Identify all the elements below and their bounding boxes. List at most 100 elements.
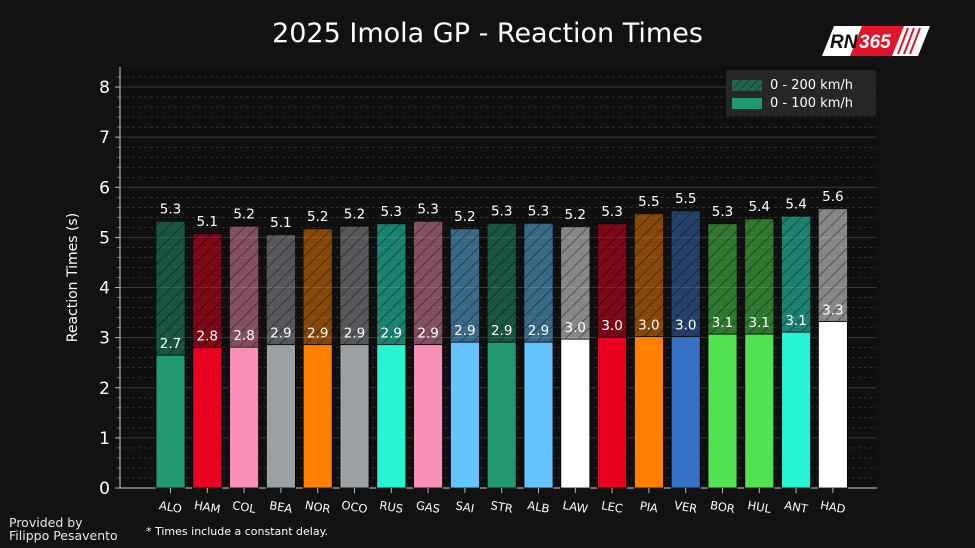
bar-100 bbox=[744, 333, 775, 489]
value-label-100: 3.0 bbox=[601, 318, 622, 334]
legend-item-200: 0 - 200 km/h bbox=[732, 77, 853, 93]
bar-100 bbox=[597, 336, 627, 489]
bar-100 bbox=[155, 354, 186, 489]
legend-item-100: 0 - 100 km/h bbox=[732, 95, 853, 111]
x-tick-label: ALO bbox=[158, 498, 183, 516]
value-label-100: 2.9 bbox=[270, 326, 291, 342]
legend: 0 - 200 km/h 0 - 100 km/h bbox=[726, 70, 876, 116]
value-label-100: 3.3 bbox=[822, 303, 843, 319]
legend-label-100: 0 - 100 km/h bbox=[770, 95, 853, 111]
x-tick-label: HUL bbox=[747, 498, 773, 516]
y-tick-label: 8 bbox=[99, 78, 110, 98]
bar-100 bbox=[560, 338, 591, 489]
footnote: * Times include a constant delay. bbox=[146, 525, 329, 538]
value-label-200: 5.3 bbox=[712, 204, 733, 220]
bar-100 bbox=[781, 331, 811, 489]
x-tick-label: BOR bbox=[709, 498, 736, 516]
bar-100 bbox=[413, 344, 444, 489]
value-label-100: 2.9 bbox=[344, 326, 365, 342]
x-tick-label: SAI bbox=[454, 498, 475, 515]
value-label-200: 5.2 bbox=[565, 207, 586, 223]
value-label-200: 5.4 bbox=[785, 196, 806, 212]
value-label-100: 3.0 bbox=[638, 318, 659, 334]
value-label-200: 5.2 bbox=[454, 209, 475, 225]
x-tick-label: OCO bbox=[340, 498, 368, 516]
bar-100 bbox=[376, 344, 407, 489]
value-label-100: 2.9 bbox=[417, 326, 438, 342]
value-label-200: 5.3 bbox=[381, 204, 402, 220]
value-label-200: 5.4 bbox=[749, 199, 770, 215]
x-tick-label: PIA bbox=[639, 499, 659, 516]
y-tick-label: 3 bbox=[99, 329, 110, 349]
bar-100 bbox=[229, 346, 260, 489]
value-label-200: 5.1 bbox=[197, 214, 218, 230]
value-label-200: 5.2 bbox=[307, 209, 328, 225]
bar-100 bbox=[449, 341, 480, 489]
logo-left-text: RN bbox=[830, 32, 859, 53]
x-tick-label: VER bbox=[673, 498, 698, 516]
value-label-200: 5.6 bbox=[822, 189, 843, 205]
value-label-100: 2.9 bbox=[381, 326, 402, 342]
y-tick-label: 0 bbox=[99, 479, 110, 499]
chart-title: 2025 Imola GP - Reaction Times bbox=[272, 18, 703, 49]
value-label-100: 2.8 bbox=[233, 328, 254, 344]
x-tick-label: NOR bbox=[304, 498, 332, 516]
value-label-200: 5.3 bbox=[528, 203, 549, 219]
value-label-100: 3.0 bbox=[675, 318, 696, 334]
value-label-200: 5.2 bbox=[233, 206, 254, 222]
bar-100 bbox=[707, 333, 738, 489]
value-label-200: 5.3 bbox=[491, 203, 512, 219]
value-label-200: 5.1 bbox=[270, 215, 291, 231]
x-tick-label: LAW bbox=[562, 498, 589, 516]
value-label-200: 5.5 bbox=[675, 191, 696, 207]
x-tick-label: HAD bbox=[819, 498, 847, 516]
credit-line2: Filippo Pesavento bbox=[9, 528, 118, 543]
y-tick-label: 4 bbox=[99, 279, 110, 299]
value-label-200: 5.2 bbox=[344, 206, 365, 222]
legend-label-200: 0 - 200 km/h bbox=[770, 77, 853, 93]
y-tick-label: 2 bbox=[99, 379, 110, 399]
bar-100 bbox=[486, 341, 517, 489]
value-label-100: 2.9 bbox=[491, 323, 512, 339]
value-label-100: 2.9 bbox=[454, 323, 475, 339]
x-tick-label: STR bbox=[489, 498, 513, 516]
value-label-100: 2.9 bbox=[307, 326, 328, 342]
logo-right-text: 365 bbox=[859, 32, 891, 53]
x-tick-label: RUS bbox=[378, 498, 404, 516]
value-label-100: 2.7 bbox=[160, 336, 181, 352]
rn365-logo: RN 365 bbox=[822, 26, 930, 56]
x-tick-label: GAS bbox=[415, 498, 441, 516]
value-label-100: 2.8 bbox=[197, 329, 218, 345]
bar-100 bbox=[818, 321, 848, 489]
legend-swatch-solid bbox=[732, 97, 762, 109]
bar-100 bbox=[302, 344, 333, 489]
legend-swatch-hatched bbox=[732, 79, 762, 91]
y-tick-label: 6 bbox=[99, 178, 110, 198]
x-tick-label: HAM bbox=[193, 498, 221, 516]
value-label-200: 5.3 bbox=[160, 201, 181, 217]
value-label-200: 5.3 bbox=[417, 201, 438, 217]
y-tick-label: 1 bbox=[99, 429, 110, 449]
bar-100 bbox=[523, 341, 554, 489]
bar-100 bbox=[265, 344, 296, 489]
value-label-200: 5.3 bbox=[601, 204, 622, 220]
y-axis-label: Reaction Times (s) bbox=[65, 213, 81, 342]
bar-100 bbox=[192, 347, 223, 489]
value-label-100: 3.0 bbox=[565, 320, 586, 336]
bar-100 bbox=[339, 344, 370, 489]
x-tick-label: ANT bbox=[783, 498, 810, 516]
value-label-100: 3.1 bbox=[749, 315, 770, 331]
value-label-100: 3.1 bbox=[712, 315, 733, 331]
y-tick-label: 7 bbox=[99, 128, 110, 148]
y-tick-label: 5 bbox=[99, 228, 110, 248]
x-tick-label: BEA bbox=[268, 498, 293, 516]
x-tick-label: ALB bbox=[526, 498, 550, 516]
x-tick-label: COL bbox=[231, 498, 257, 516]
value-label-200: 5.5 bbox=[638, 194, 659, 210]
x-tick-label: LEC bbox=[600, 498, 624, 516]
credit: Provided by Filippo Pesavento bbox=[9, 516, 118, 542]
value-label-100: 2.9 bbox=[528, 323, 549, 339]
bar-100 bbox=[634, 336, 664, 489]
value-label-100: 3.1 bbox=[785, 313, 806, 329]
